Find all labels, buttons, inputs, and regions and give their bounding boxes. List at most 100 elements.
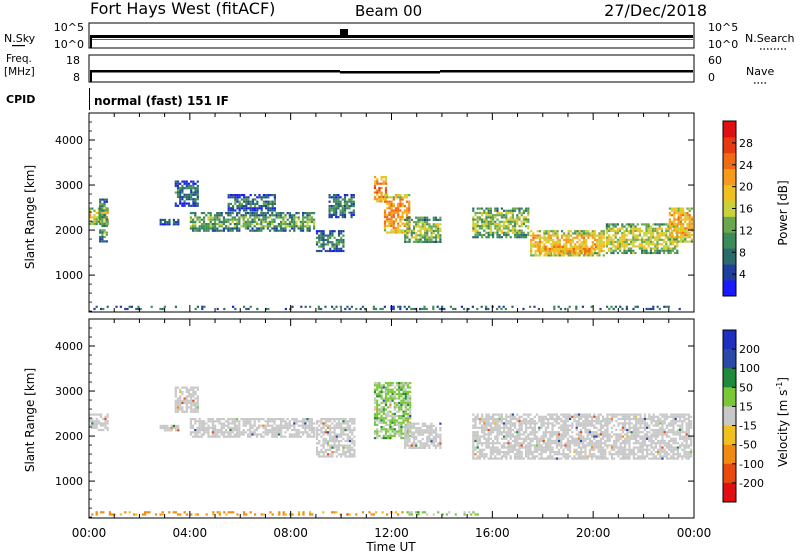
velocity-echo-cell-5: [392, 422, 394, 424]
power-echo-cell-12: [548, 239, 550, 241]
velocity-echo-cell-7: [527, 414, 529, 416]
velocity-echo-cell-5: [405, 406, 407, 408]
power-echo-cell-14: [623, 243, 625, 245]
power-echo-cell-15: [678, 232, 680, 234]
power-echo-cell-15: [669, 212, 671, 214]
power-echo-cell-10: [437, 228, 439, 230]
velocity-echo-cell-6: [415, 431, 417, 433]
velocity-echo-cell-7: [543, 458, 545, 460]
power-echo-cell-4: [309, 227, 311, 229]
power-echo-cell-16: [553, 308, 555, 310]
power-echo-cell-8: [376, 191, 378, 193]
velocity-echo-cell-3: [280, 433, 282, 435]
velocity-echo-cell-7: [589, 425, 591, 427]
power-echo-cell-16: [151, 306, 153, 308]
velocity-echo-cell-7: [556, 414, 558, 416]
power-echo-cell-12: [583, 241, 585, 243]
velocity-echo-cell-6: [415, 429, 417, 431]
velocity-echo-cell-7: [554, 420, 556, 422]
power-echo-cell-4: [265, 216, 267, 218]
power-echo-cell-10: [433, 223, 435, 225]
velocity-echo-cell-7: [633, 414, 635, 416]
velocity-echo-cell-7: [503, 425, 505, 427]
velocity-echo-cell-7: [595, 431, 597, 433]
power-echo-cell-10: [424, 219, 426, 221]
power-echo-cell-4: [192, 225, 194, 227]
velocity-echo-cell-0: [96, 425, 98, 427]
velocity-echo-cell-7: [551, 442, 553, 444]
velocity-echo-cell-4: [334, 438, 336, 440]
power-echo-cell-14: [645, 232, 647, 234]
power-echo-cell-12: [576, 237, 578, 239]
velocity-echo-cell-6: [411, 427, 413, 429]
velocity-echo-cell-5: [374, 417, 376, 419]
power-echo-cell-14: [656, 223, 658, 225]
power-echo-cell-6: [338, 239, 340, 241]
velocity-echo-cell-7: [554, 433, 556, 435]
power-echo-cell-10: [413, 221, 415, 223]
power-echo-cell-12: [532, 239, 534, 241]
power-echo-cell-7: [337, 205, 339, 207]
power-echo-cell-4: [309, 225, 311, 227]
power-echo-cell-5: [228, 196, 230, 198]
power-echo-cell-10: [439, 236, 441, 238]
power-echo-cell-9: [402, 216, 404, 218]
power-echo-cell-6: [327, 235, 329, 237]
velocity-echo-cell-7: [569, 414, 571, 416]
power-echo-cell-11: [479, 225, 481, 227]
power-echo-cell-8: [378, 183, 380, 185]
velocity-echo-cell-7: [525, 427, 527, 429]
power-echo-cell-0: [96, 212, 98, 214]
velocity-echo-cell-7: [622, 436, 624, 438]
velocity-echo-cell-7: [569, 425, 571, 427]
power-echo-cell-9: [402, 231, 404, 233]
power-echo-cell-9: [397, 205, 399, 207]
power-echo-cell-11: [477, 230, 479, 232]
velocity-echo-cell-7: [514, 431, 516, 433]
velocity-echo-cell-7: [628, 436, 630, 438]
velocity-echo-cell-7: [628, 416, 630, 418]
power-echo-cell-12: [583, 243, 585, 245]
power-echo-cell-13: [566, 252, 568, 254]
power-echo-cell-12: [572, 241, 574, 243]
velocity-echo-cell-6: [417, 447, 419, 449]
velocity-echo-cell-7: [600, 458, 602, 460]
velocity-echo-cell-4: [320, 455, 322, 457]
velocity-echo-cell-7: [567, 458, 569, 460]
power-echo-cell-16: [318, 306, 320, 308]
power-echo-cell-4: [249, 223, 251, 225]
velocity-echo-cell-3: [221, 427, 223, 429]
velocity-echo-cell-7: [507, 447, 509, 449]
power-echo-cell-16: [247, 308, 249, 310]
velocity-echo-cell-7: [510, 447, 512, 449]
velocity-echo-cell-4: [338, 442, 340, 444]
velocity-echo-cell-4: [325, 422, 327, 424]
velocity-echo-cell-7: [529, 453, 531, 455]
velocity-echo-cell-7: [529, 442, 531, 444]
velocity-echo-cell-7: [604, 449, 606, 451]
power-echo-cell-11: [521, 214, 523, 216]
velocity-echo-cell-5: [387, 428, 389, 430]
power-echo-cell-10: [435, 236, 437, 238]
power-echo-cell-4: [306, 230, 308, 232]
power-echo-cell-12: [590, 254, 592, 256]
velocity-echo-cell-7: [512, 418, 514, 420]
velocity-echo-cell-4: [342, 429, 344, 431]
power-echo-cell-14: [659, 234, 661, 236]
power-echo-cell-13: [575, 248, 577, 250]
power-echo-cell-1: [106, 201, 108, 203]
power-echo-cell-16: [126, 308, 128, 310]
velocity-echo-cell-6: [409, 431, 411, 433]
velocity-echo-cell-4: [347, 420, 349, 422]
power-echo-cell-11: [483, 230, 485, 232]
power-echo-cell-1: [101, 229, 103, 231]
velocity-echo-cell-5: [398, 397, 400, 399]
power-echo-cell-10: [433, 241, 435, 243]
velocity-echo-cell-7: [514, 444, 516, 446]
power-echo-cell-11: [490, 212, 492, 214]
power-echo-cell-4: [218, 212, 220, 214]
power-echo-cell-15: [669, 238, 671, 240]
power-echo-cell-4: [227, 225, 229, 227]
power-echo-cell-6: [331, 230, 333, 232]
power-echo-cell-1: [101, 240, 103, 242]
